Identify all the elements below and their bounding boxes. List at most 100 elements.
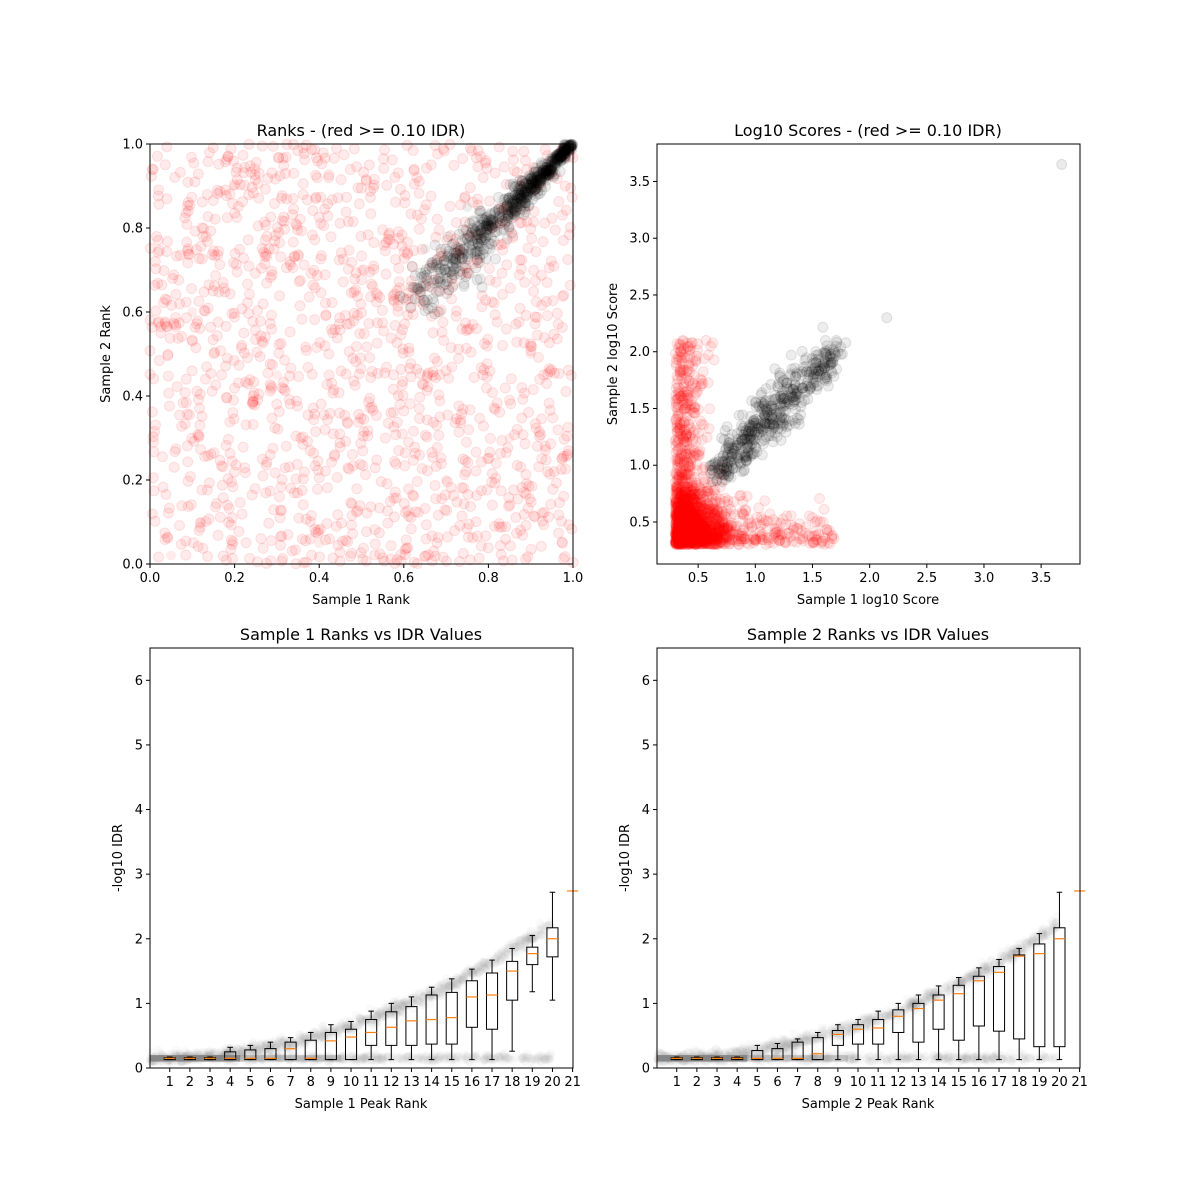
red-point [821,524,833,536]
red-point [435,458,447,470]
red-point [417,299,429,311]
red-point [547,295,559,307]
red-point [684,375,696,387]
red-point [513,316,525,328]
red-point [536,515,548,527]
red-point [429,479,441,491]
red-point [370,409,382,421]
red-point [294,300,306,312]
y-tick-label: 1.0 [629,459,650,474]
red-point [341,191,353,203]
red-point [565,369,577,381]
red-point [340,435,352,447]
red-point [227,197,239,209]
red-point [182,248,194,260]
red-point [475,151,487,163]
red-point [393,444,405,456]
red-point [479,157,491,169]
red-point [384,234,396,246]
black-point [781,377,793,389]
red-point [408,556,420,568]
red-point [449,525,461,537]
red-point [162,235,174,247]
red-point [300,344,312,356]
red-point [498,161,510,173]
red-point [505,398,517,410]
red-point [357,542,369,554]
red-point [409,441,421,453]
red-point [262,367,274,379]
red-point [734,490,746,502]
red-point [273,338,285,350]
red-point [252,220,264,232]
red-point [365,278,377,290]
black-point [758,409,770,421]
red-point [440,365,452,377]
red-point [210,379,222,391]
red-point [764,508,776,520]
red-point [333,387,345,399]
red-point [266,167,278,179]
red-point [312,527,324,539]
red-point [348,315,360,327]
red-point [451,305,463,317]
red-point [380,237,392,249]
red-point [458,498,470,510]
y-tick-label: 1.0 [122,138,143,153]
red-point [398,497,410,509]
red-point [244,374,256,386]
red-point [381,478,393,490]
chart-title: Log10 Scores - (red >= 0.10 IDR) [734,121,1002,140]
red-point [153,354,165,366]
red-point [415,213,427,225]
red-point [261,230,273,242]
red-point [232,377,244,389]
black-point [515,194,527,206]
red-point [490,276,502,288]
red-point [321,517,333,529]
red-point [166,550,177,561]
black-point [426,262,438,274]
red-point [496,288,508,300]
red-point [528,264,540,276]
red-point [202,302,214,314]
red-point [297,178,309,190]
red-point [430,372,442,384]
red-point [180,207,192,219]
red-point [353,368,365,380]
red-point [290,473,302,485]
red-point [507,145,519,157]
red-point [278,160,290,172]
red-point [411,171,423,183]
red-point [434,395,446,407]
red-point [224,447,236,459]
red-point [300,513,312,525]
red-point [316,158,328,170]
red-point [285,362,297,374]
red-point [255,533,267,545]
red-point [462,531,474,543]
red-point [421,369,433,381]
red-point [236,339,248,351]
red-point [291,400,303,412]
red-point [749,534,761,546]
red-point [274,170,286,182]
red-point [497,339,509,351]
red-point [480,530,492,542]
red-point [464,142,476,154]
red-point [150,305,162,317]
red-point [297,499,309,511]
red-point [403,483,415,495]
red-point [345,547,357,559]
red-point [497,555,509,567]
chart-title: Ranks - (red >= 0.10 IDR) [257,121,466,140]
red-point [520,469,532,481]
red-point [553,527,565,539]
red-point [396,229,408,241]
red-point [268,243,280,255]
red-point [280,167,292,179]
red-point [313,211,325,223]
red-point [228,355,240,367]
red-point [310,169,322,181]
black-point [732,452,744,464]
